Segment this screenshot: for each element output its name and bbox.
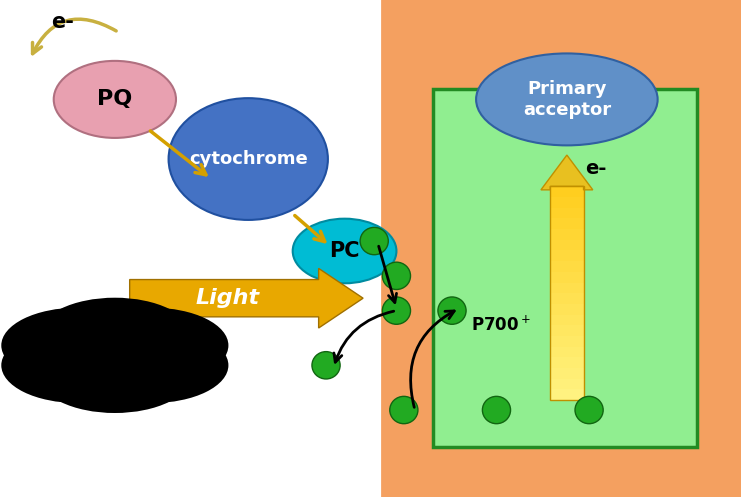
Bar [550, 368, 584, 379]
Bar [550, 379, 584, 390]
Bar [550, 240, 584, 250]
Text: e-: e- [52, 12, 74, 32]
Bar [550, 390, 584, 400]
Ellipse shape [482, 397, 511, 423]
Bar [382, 0, 741, 497]
Ellipse shape [382, 297, 411, 325]
Bar [550, 250, 584, 261]
Ellipse shape [312, 352, 340, 379]
Ellipse shape [476, 53, 658, 145]
Bar [550, 347, 584, 357]
Bar [550, 357, 584, 368]
Text: PC: PC [329, 241, 360, 261]
Text: P700$^+$: P700$^+$ [471, 316, 531, 335]
Ellipse shape [575, 397, 603, 423]
Ellipse shape [169, 98, 328, 220]
Ellipse shape [438, 297, 466, 325]
Ellipse shape [382, 262, 411, 289]
Ellipse shape [1, 308, 154, 383]
FancyArrow shape [541, 155, 593, 190]
Bar [550, 304, 584, 315]
Bar [550, 325, 584, 336]
Bar [550, 186, 584, 197]
Bar [550, 197, 584, 208]
Bar [550, 282, 584, 293]
Bar [550, 272, 584, 282]
Bar [550, 336, 584, 347]
Ellipse shape [76, 328, 228, 403]
Text: e-: e- [585, 160, 607, 178]
Ellipse shape [293, 219, 396, 283]
Bar [550, 293, 584, 304]
Ellipse shape [53, 61, 176, 138]
Bar [550, 229, 584, 240]
Ellipse shape [39, 298, 191, 373]
Text: PQ: PQ [97, 89, 133, 109]
Ellipse shape [39, 337, 191, 413]
Bar [550, 315, 584, 325]
Bar [550, 186, 584, 400]
Ellipse shape [76, 308, 228, 383]
Ellipse shape [390, 397, 418, 423]
Ellipse shape [360, 227, 388, 254]
Ellipse shape [1, 328, 154, 403]
Bar [550, 208, 584, 219]
Text: Light: Light [196, 288, 260, 308]
Text: Primary
acceptor: Primary acceptor [523, 80, 611, 119]
Bar [550, 218, 584, 229]
FancyArrow shape [130, 268, 363, 328]
Ellipse shape [6, 308, 224, 403]
FancyBboxPatch shape [433, 89, 697, 447]
Bar [550, 261, 584, 272]
Text: cytochrome: cytochrome [189, 150, 308, 168]
